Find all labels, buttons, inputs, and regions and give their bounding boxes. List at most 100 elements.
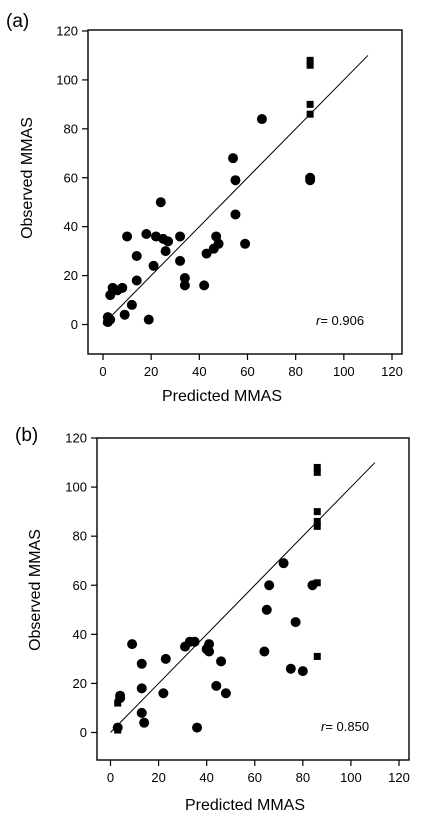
y-tick-label: 40 (73, 627, 87, 642)
x-tick-label: 80 (296, 770, 310, 785)
fit-line (102, 55, 369, 325)
data-point-square (306, 56, 314, 64)
panel-label: (b) (15, 425, 38, 446)
data-point-circle (285, 663, 296, 674)
y-tick-label: 80 (64, 121, 78, 136)
data-point-circle (175, 231, 186, 242)
correlation-symbol: r (316, 313, 321, 328)
data-point-circle (179, 273, 190, 284)
x-tick-label: 100 (340, 770, 362, 785)
y-tick-label: 60 (73, 578, 87, 593)
correlation-label: r= 0.850 (321, 719, 369, 734)
data-point-circle (189, 636, 200, 647)
data-point-circle (305, 175, 316, 186)
data-point-circle (259, 646, 270, 657)
y-tick-label: 20 (64, 268, 78, 283)
data-point-circle (141, 229, 152, 240)
x-tick-label: 0 (99, 364, 106, 379)
x-tick-label: 20 (144, 364, 158, 379)
data-point-square (114, 699, 122, 707)
data-point-circle (155, 197, 166, 208)
x-tick-label: 80 (288, 364, 302, 379)
data-point-circle (119, 309, 130, 320)
data-point-circle (192, 722, 203, 733)
x-tick-label: 120 (381, 364, 403, 379)
x-tick-label: 60 (248, 770, 262, 785)
x-tick-label: 100 (333, 364, 355, 379)
data-point-circle (148, 260, 159, 271)
correlation-label: r= 0.906 (316, 313, 364, 328)
y-axis-title: Observed MMAS (27, 529, 44, 651)
data-point-circle (256, 114, 267, 125)
x-tick-label: 40 (192, 364, 206, 379)
data-point-circle (158, 688, 169, 699)
y-tick-label: 100 (56, 72, 78, 87)
data-point-circle (131, 251, 142, 262)
y-tick-label: 100 (65, 480, 87, 495)
data-point-square (313, 463, 321, 471)
data-point-circle (204, 646, 215, 657)
fit-line (110, 462, 376, 733)
x-tick-label: 20 (151, 770, 165, 785)
data-point-circle (261, 604, 272, 615)
data-point-circle (216, 656, 227, 667)
x-axis-title: Predicted MMAS (162, 388, 282, 405)
data-point-square (306, 110, 314, 118)
data-point-circle (230, 175, 241, 186)
data-point-square (306, 61, 314, 69)
data-point-circle (160, 246, 171, 257)
data-point-circle (143, 314, 154, 325)
data-point-circle (220, 688, 231, 699)
data-point-circle (201, 248, 212, 259)
data-point-circle (297, 666, 308, 677)
data-point-circle (213, 238, 224, 249)
y-tick-label: 80 (73, 529, 87, 544)
data-point-circle (117, 282, 128, 293)
correlation-symbol: r (321, 719, 326, 734)
correlation-value: = 0.906 (320, 313, 364, 328)
y-tick-label: 20 (73, 676, 87, 691)
x-tick-label: 60 (240, 364, 254, 379)
data-point-circle (179, 280, 190, 291)
plot-frame (87, 29, 403, 355)
data-point-square (313, 468, 321, 476)
data-point-square (306, 100, 314, 108)
data-point-circle (115, 690, 126, 701)
plot-frame (96, 437, 410, 761)
y-tick-label: 60 (64, 170, 78, 185)
data-point-circle (264, 580, 275, 591)
data-point-circle (126, 299, 137, 310)
chart-panel: (b) 0 20 40 60 80 100 120 0 20 40 60 80 100 120 Predict… (15, 425, 410, 814)
x-tick-label: 40 (199, 770, 213, 785)
data-point-circle (199, 280, 210, 291)
data-point-square (313, 517, 321, 525)
data-point-circle (127, 639, 138, 650)
y-tick-label: 0 (80, 725, 87, 740)
data-point-circle (136, 658, 147, 669)
data-point-circle (131, 275, 142, 286)
y-tick-label: 40 (64, 219, 78, 234)
data-point-circle (136, 683, 147, 694)
x-tick-label: 0 (107, 770, 114, 785)
data-point-circle (139, 717, 150, 728)
y-tick-label: 120 (56, 24, 78, 39)
data-point-circle (136, 707, 147, 718)
data-point-square (313, 508, 321, 516)
data-point-circle (228, 153, 239, 164)
data-point-circle (175, 255, 186, 266)
data-point-circle (204, 639, 215, 650)
y-axis-title: Observed MMAS (19, 117, 36, 239)
panel-label: (a) (6, 11, 29, 32)
y-tick-label: 0 (71, 317, 78, 332)
data-point-circle (278, 558, 289, 569)
chart-panel: (a) 0 20 40 60 80 100 120 0 20 40 60 80 100 120 Predict… (6, 11, 403, 405)
data-point-circle (230, 209, 241, 220)
y-tick-label: 120 (65, 431, 87, 446)
data-point-square (313, 522, 321, 530)
data-point-square (114, 726, 122, 734)
correlation-value: = 0.850 (325, 719, 369, 734)
x-tick-label: 120 (388, 770, 410, 785)
x-axis-title: Predicted MMAS (185, 797, 305, 814)
data-point-circle (290, 617, 301, 628)
